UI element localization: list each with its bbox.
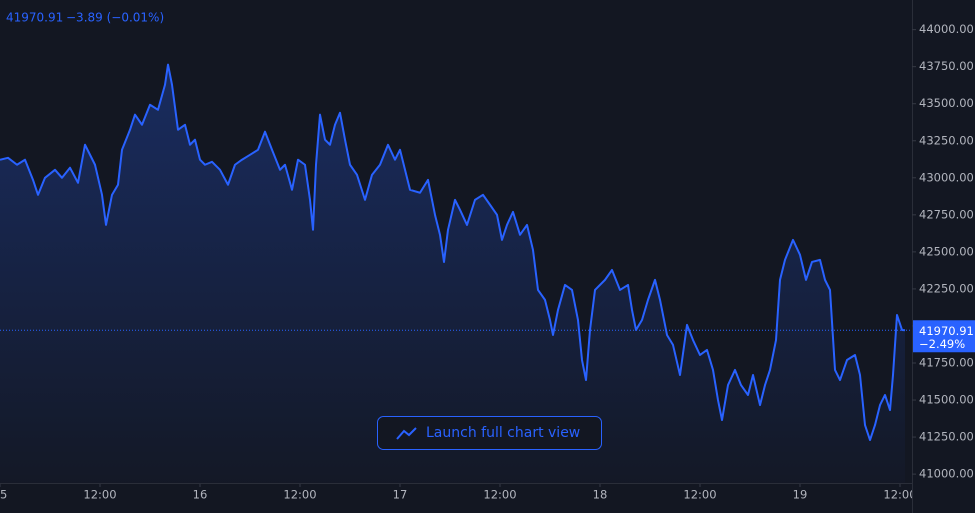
y-tick-label: 44000.00 <box>919 22 974 36</box>
x-tick-label: 15 <box>0 488 7 502</box>
button-label[interactable]: Launch full chart view <box>426 425 580 441</box>
button-icon <box>396 427 417 440</box>
x-tick-label: 18 <box>593 488 608 502</box>
x-tick-label: 12:00 <box>483 488 516 502</box>
y-tick-label: 43000.00 <box>919 170 974 184</box>
y-tick-label: 43500.00 <box>919 96 974 110</box>
x-tick-label: 12:00 <box>883 488 916 502</box>
plot-area <box>0 63 912 483</box>
header-price: 41970.91 <box>6 11 63 25</box>
x-tick-label: 17 <box>393 488 408 502</box>
y-tick-label: 41250.00 <box>919 430 974 444</box>
y-tick-label: 41000.00 <box>919 467 974 481</box>
y-tick-label: 41500.00 <box>919 393 974 407</box>
price-tag-change: −2.49% <box>919 337 965 351</box>
x-tick-label: 12:00 <box>83 488 116 502</box>
price-line <box>0 63 906 442</box>
y-tick-label: 42500.00 <box>919 244 974 258</box>
y-tick-label: 41750.00 <box>919 355 974 369</box>
header-change: −3.89 (−0.01%) <box>66 11 164 25</box>
price-tag-value: 41970.91 <box>919 324 974 338</box>
y-tick-label: 43250.00 <box>919 133 974 147</box>
y-tick-label: 42250.00 <box>919 281 974 295</box>
x-tick-label: 16 <box>193 488 208 502</box>
y-axis-panel <box>912 0 975 513</box>
area-fill <box>0 64 905 483</box>
y-tick-label: 43750.00 <box>919 59 974 73</box>
price-tag <box>913 320 975 353</box>
button-frame[interactable] <box>377 416 602 450</box>
x-tick-label: 12:00 <box>283 488 316 502</box>
y-tick-label: 42750.00 <box>919 207 974 221</box>
x-tick-label: 12:00 <box>683 488 716 502</box>
x-tick-label: 19 <box>793 488 808 502</box>
launch-button[interactable]: Launch full chart view <box>377 416 602 450</box>
